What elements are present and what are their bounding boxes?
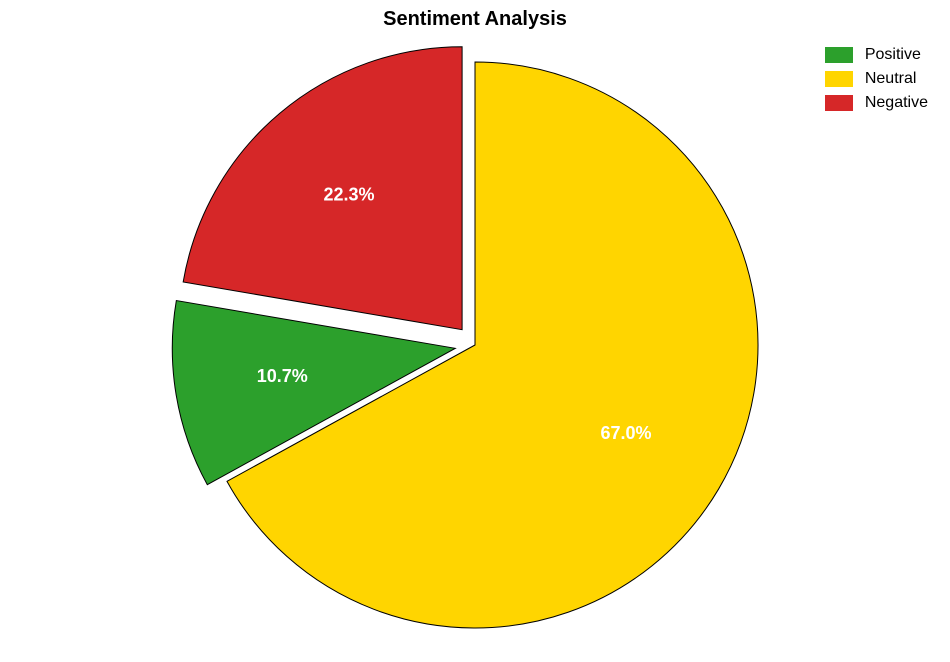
legend-label: Negative <box>865 94 928 112</box>
pie-slice-label-negative: 22.3% <box>323 184 374 204</box>
legend-item: Neutral <box>825 70 928 88</box>
pie-chart: 22.3% 10.7% 67.0% <box>0 0 950 662</box>
pie-slice-label-neutral: 67.0% <box>601 423 652 443</box>
legend-item: Positive <box>825 46 928 64</box>
legend-swatch <box>825 47 853 63</box>
legend-label: Neutral <box>865 70 917 88</box>
pie-slice-label-positive: 10.7% <box>257 366 308 386</box>
legend-item: Negative <box>825 94 928 112</box>
legend-label: Positive <box>865 46 921 64</box>
legend-swatch <box>825 71 853 87</box>
legend: Positive Neutral Negative <box>825 46 928 118</box>
legend-swatch <box>825 95 853 111</box>
